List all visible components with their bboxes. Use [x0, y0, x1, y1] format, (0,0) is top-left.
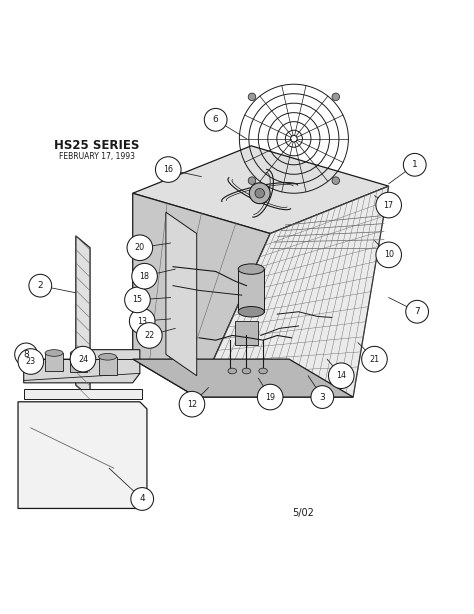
Text: 4: 4	[139, 494, 145, 503]
Text: 5/02: 5/02	[292, 508, 314, 518]
Ellipse shape	[70, 350, 87, 357]
Circle shape	[311, 386, 334, 408]
Circle shape	[362, 346, 387, 372]
Ellipse shape	[259, 368, 267, 374]
Text: FEBRUARY 17, 1993: FEBRUARY 17, 1993	[59, 152, 135, 161]
Ellipse shape	[45, 349, 63, 356]
Text: 10: 10	[383, 251, 394, 259]
Text: 8: 8	[23, 350, 29, 359]
Circle shape	[255, 188, 264, 198]
Circle shape	[127, 235, 153, 260]
Circle shape	[18, 349, 44, 375]
Circle shape	[403, 154, 426, 176]
Ellipse shape	[228, 368, 237, 374]
Text: HS25 SERIES: HS25 SERIES	[55, 139, 140, 152]
Text: 2: 2	[37, 281, 43, 290]
Polygon shape	[24, 349, 140, 383]
Text: 20: 20	[135, 243, 145, 252]
Circle shape	[15, 343, 37, 366]
Polygon shape	[18, 402, 147, 508]
Text: 14: 14	[336, 371, 346, 380]
Circle shape	[332, 177, 339, 184]
Circle shape	[129, 308, 155, 334]
Text: 1: 1	[412, 160, 418, 169]
Circle shape	[179, 391, 205, 417]
Circle shape	[204, 109, 227, 131]
Text: 18: 18	[139, 271, 150, 281]
Polygon shape	[133, 359, 353, 397]
Text: 16: 16	[163, 165, 173, 174]
Bar	[238, 269, 264, 312]
Circle shape	[155, 157, 181, 182]
Circle shape	[248, 177, 256, 184]
Polygon shape	[76, 236, 90, 397]
Text: 6: 6	[213, 115, 219, 124]
Circle shape	[376, 242, 401, 268]
Polygon shape	[133, 193, 270, 397]
Ellipse shape	[99, 354, 117, 360]
Text: 15: 15	[132, 295, 143, 305]
Text: 3: 3	[319, 392, 325, 402]
Bar	[70, 354, 87, 373]
Circle shape	[131, 488, 154, 510]
Text: 21: 21	[369, 355, 380, 363]
Text: 24: 24	[78, 355, 88, 363]
Circle shape	[328, 363, 354, 389]
Text: 23: 23	[26, 357, 36, 366]
Text: 22: 22	[144, 331, 155, 340]
Text: 7: 7	[414, 307, 420, 316]
Text: 13: 13	[137, 317, 147, 325]
Polygon shape	[166, 212, 197, 376]
Circle shape	[376, 192, 401, 218]
Circle shape	[257, 384, 283, 410]
Bar	[24, 389, 142, 400]
Ellipse shape	[238, 306, 264, 317]
Text: 17: 17	[383, 201, 394, 209]
Circle shape	[125, 287, 150, 313]
Circle shape	[406, 300, 428, 323]
Circle shape	[29, 274, 52, 297]
Circle shape	[70, 346, 96, 372]
Circle shape	[249, 183, 270, 204]
Bar	[45, 353, 63, 371]
Polygon shape	[133, 146, 389, 233]
Circle shape	[137, 322, 162, 348]
Circle shape	[248, 93, 256, 101]
Bar	[99, 357, 117, 375]
Polygon shape	[197, 186, 389, 397]
Text: 19: 19	[265, 392, 275, 402]
Text: 12: 12	[187, 400, 197, 409]
Ellipse shape	[238, 264, 264, 274]
Circle shape	[132, 263, 157, 289]
Bar	[235, 321, 258, 345]
Circle shape	[332, 93, 339, 101]
Ellipse shape	[242, 368, 251, 374]
